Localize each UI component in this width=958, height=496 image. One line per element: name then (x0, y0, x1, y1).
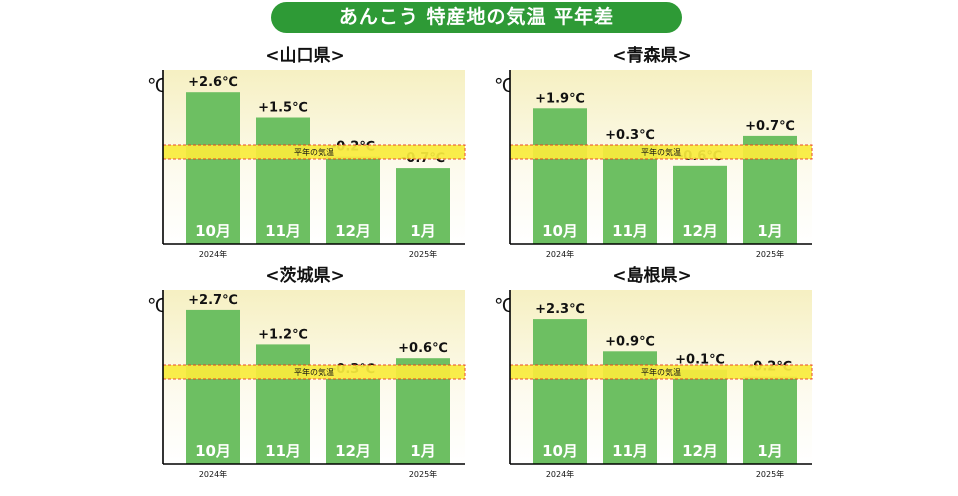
bar-11月 (256, 344, 310, 464)
year-label: 2025年 (756, 249, 784, 259)
chart-panel-shimane: <島根県> ℃ +2.3℃10月2024年+0.9℃11月+0.1℃12月-0.… (494, 266, 813, 496)
bar-10月 (533, 319, 587, 464)
data-label: +1.5℃ (258, 101, 308, 116)
year-label: 2025年 (756, 469, 784, 479)
category-label: 10月 (542, 222, 578, 240)
year-label: 2024年 (546, 469, 574, 479)
year-label: 2024年 (199, 249, 227, 259)
chart-panel-aomori: <青森県> ℃ +1.9℃10月2024年+0.3℃11月-0.6℃12月+0.… (494, 46, 813, 276)
data-label: +0.7℃ (745, 119, 795, 134)
category-label: 10月 (195, 222, 231, 240)
data-label: +2.3℃ (535, 302, 585, 317)
bar-10月 (186, 309, 240, 464)
data-label: +1.2℃ (258, 327, 308, 342)
category-label: 1月 (410, 442, 435, 460)
category-label: 12月 (682, 442, 718, 460)
panel-title: <山口県> (265, 46, 345, 66)
chart-svg: +1.9℃10月2024年+0.3℃11月-0.6℃12月+0.7℃1月2025… (509, 70, 813, 259)
bar-12月 (673, 165, 727, 244)
data-label: +0.3℃ (605, 128, 655, 143)
year-label: 2025年 (409, 249, 437, 259)
baseline-label: 平年の気温 (294, 147, 334, 157)
baseline-label: 平年の気温 (641, 367, 681, 377)
bar-1月 (396, 168, 450, 244)
category-label: 11月 (265, 222, 301, 240)
panel-title: <青森県> (612, 46, 692, 66)
category-label: 10月 (195, 442, 231, 460)
data-label: +1.9℃ (535, 91, 585, 106)
chart-panel-yamaguchi: <山口県> ℃ +2.6℃10月2024年+1.5℃11月-0.2℃12月-0.… (147, 46, 466, 276)
year-label: 2025年 (409, 469, 437, 479)
data-label: +0.9℃ (605, 334, 655, 349)
chart-panel-ibaraki: <茨城県> ℃ +2.7℃10月2024年+1.2℃11月-0.3℃12月+0.… (147, 266, 466, 496)
baseline-label: 平年の気温 (641, 147, 681, 157)
category-label: 11月 (612, 222, 648, 240)
data-label: +0.6℃ (398, 341, 448, 356)
bar-12月 (326, 156, 380, 244)
category-label: 12月 (335, 222, 371, 240)
panel-title: <茨城県> (265, 266, 345, 286)
year-label: 2024年 (199, 469, 227, 479)
category-label: 1月 (410, 222, 435, 240)
bar-12月 (673, 369, 727, 464)
chart-title-banner: あんこう 特産地の気温 平年差 (271, 2, 682, 33)
baseline-label: 平年の気温 (294, 367, 334, 377)
data-label: +0.1℃ (675, 353, 725, 368)
bar-11月 (603, 145, 657, 244)
bar-10月 (186, 92, 240, 244)
category-label: 12月 (335, 442, 371, 460)
category-label: 11月 (265, 442, 301, 460)
data-label: +2.6℃ (188, 75, 238, 90)
panel-title: <島根県> (612, 266, 692, 286)
category-label: 11月 (612, 442, 648, 460)
bar-11月 (256, 117, 310, 244)
category-label: 1月 (757, 222, 782, 240)
bar-1月 (743, 376, 797, 464)
year-label: 2024年 (546, 249, 574, 259)
category-label: 1月 (757, 442, 782, 460)
chart-svg: +2.7℃10月2024年+1.2℃11月-0.3℃12月+0.6℃1月2025… (162, 290, 466, 479)
chart-svg: +2.6℃10月2024年+1.5℃11月-0.2℃12月-0.7℃1月2025… (162, 70, 466, 259)
category-label: 12月 (682, 222, 718, 240)
bar-10月 (533, 108, 587, 244)
category-label: 10月 (542, 442, 578, 460)
chart-svg: +2.3℃10月2024年+0.9℃11月+0.1℃12月-0.2℃1月2025… (509, 290, 813, 479)
data-label: +2.7℃ (188, 293, 238, 308)
bar-12月 (326, 378, 380, 464)
